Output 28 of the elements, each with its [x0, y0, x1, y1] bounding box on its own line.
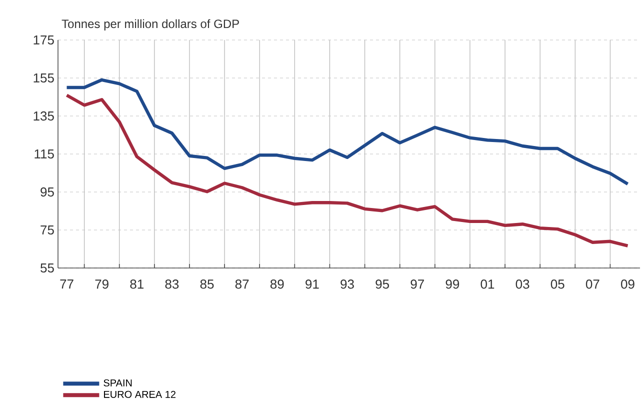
y-tick-label: 135 — [34, 111, 54, 121]
x-tick-label: 77 — [60, 280, 74, 288]
y-tick-label: 55 — [40, 263, 54, 273]
y-axis-title: Tonnes per million dollars of GDP — [62, 19, 239, 30]
x-tick-label: 83 — [165, 280, 179, 289]
x-tick-label: 93 — [340, 280, 354, 289]
x-tick-label: 91 — [306, 280, 319, 289]
y-tick-label: 75 — [40, 225, 54, 235]
x-tick-label: 81 — [130, 280, 144, 289]
x-tick-label: 95 — [376, 280, 389, 289]
y-tick-label: 155 — [34, 73, 54, 83]
x-tick-label: 85 — [200, 280, 214, 289]
x-tick-label: 09 — [621, 280, 634, 289]
y-tick-label: 175 — [34, 35, 54, 45]
x-tick-label: 07 — [586, 280, 600, 289]
line-series — [65, 94, 630, 248]
x-tick-label: 03 — [516, 280, 530, 289]
y-tick-label: 95 — [40, 187, 54, 197]
x-tick-label: 01 — [480, 280, 494, 289]
y-tick-label: 115 — [34, 149, 54, 159]
legend-label: SPAIN — [104, 379, 132, 386]
x-tick-label: 79 — [95, 280, 108, 289]
x-tick-label: 87 — [235, 280, 249, 289]
x-tick-label: 05 — [550, 280, 564, 289]
x-tick-label: 99 — [446, 280, 460, 289]
x-tick-label: 97 — [410, 280, 424, 289]
legend-label: EURO AREA 12 — [104, 390, 176, 398]
x-tick-label: 89 — [270, 280, 284, 289]
